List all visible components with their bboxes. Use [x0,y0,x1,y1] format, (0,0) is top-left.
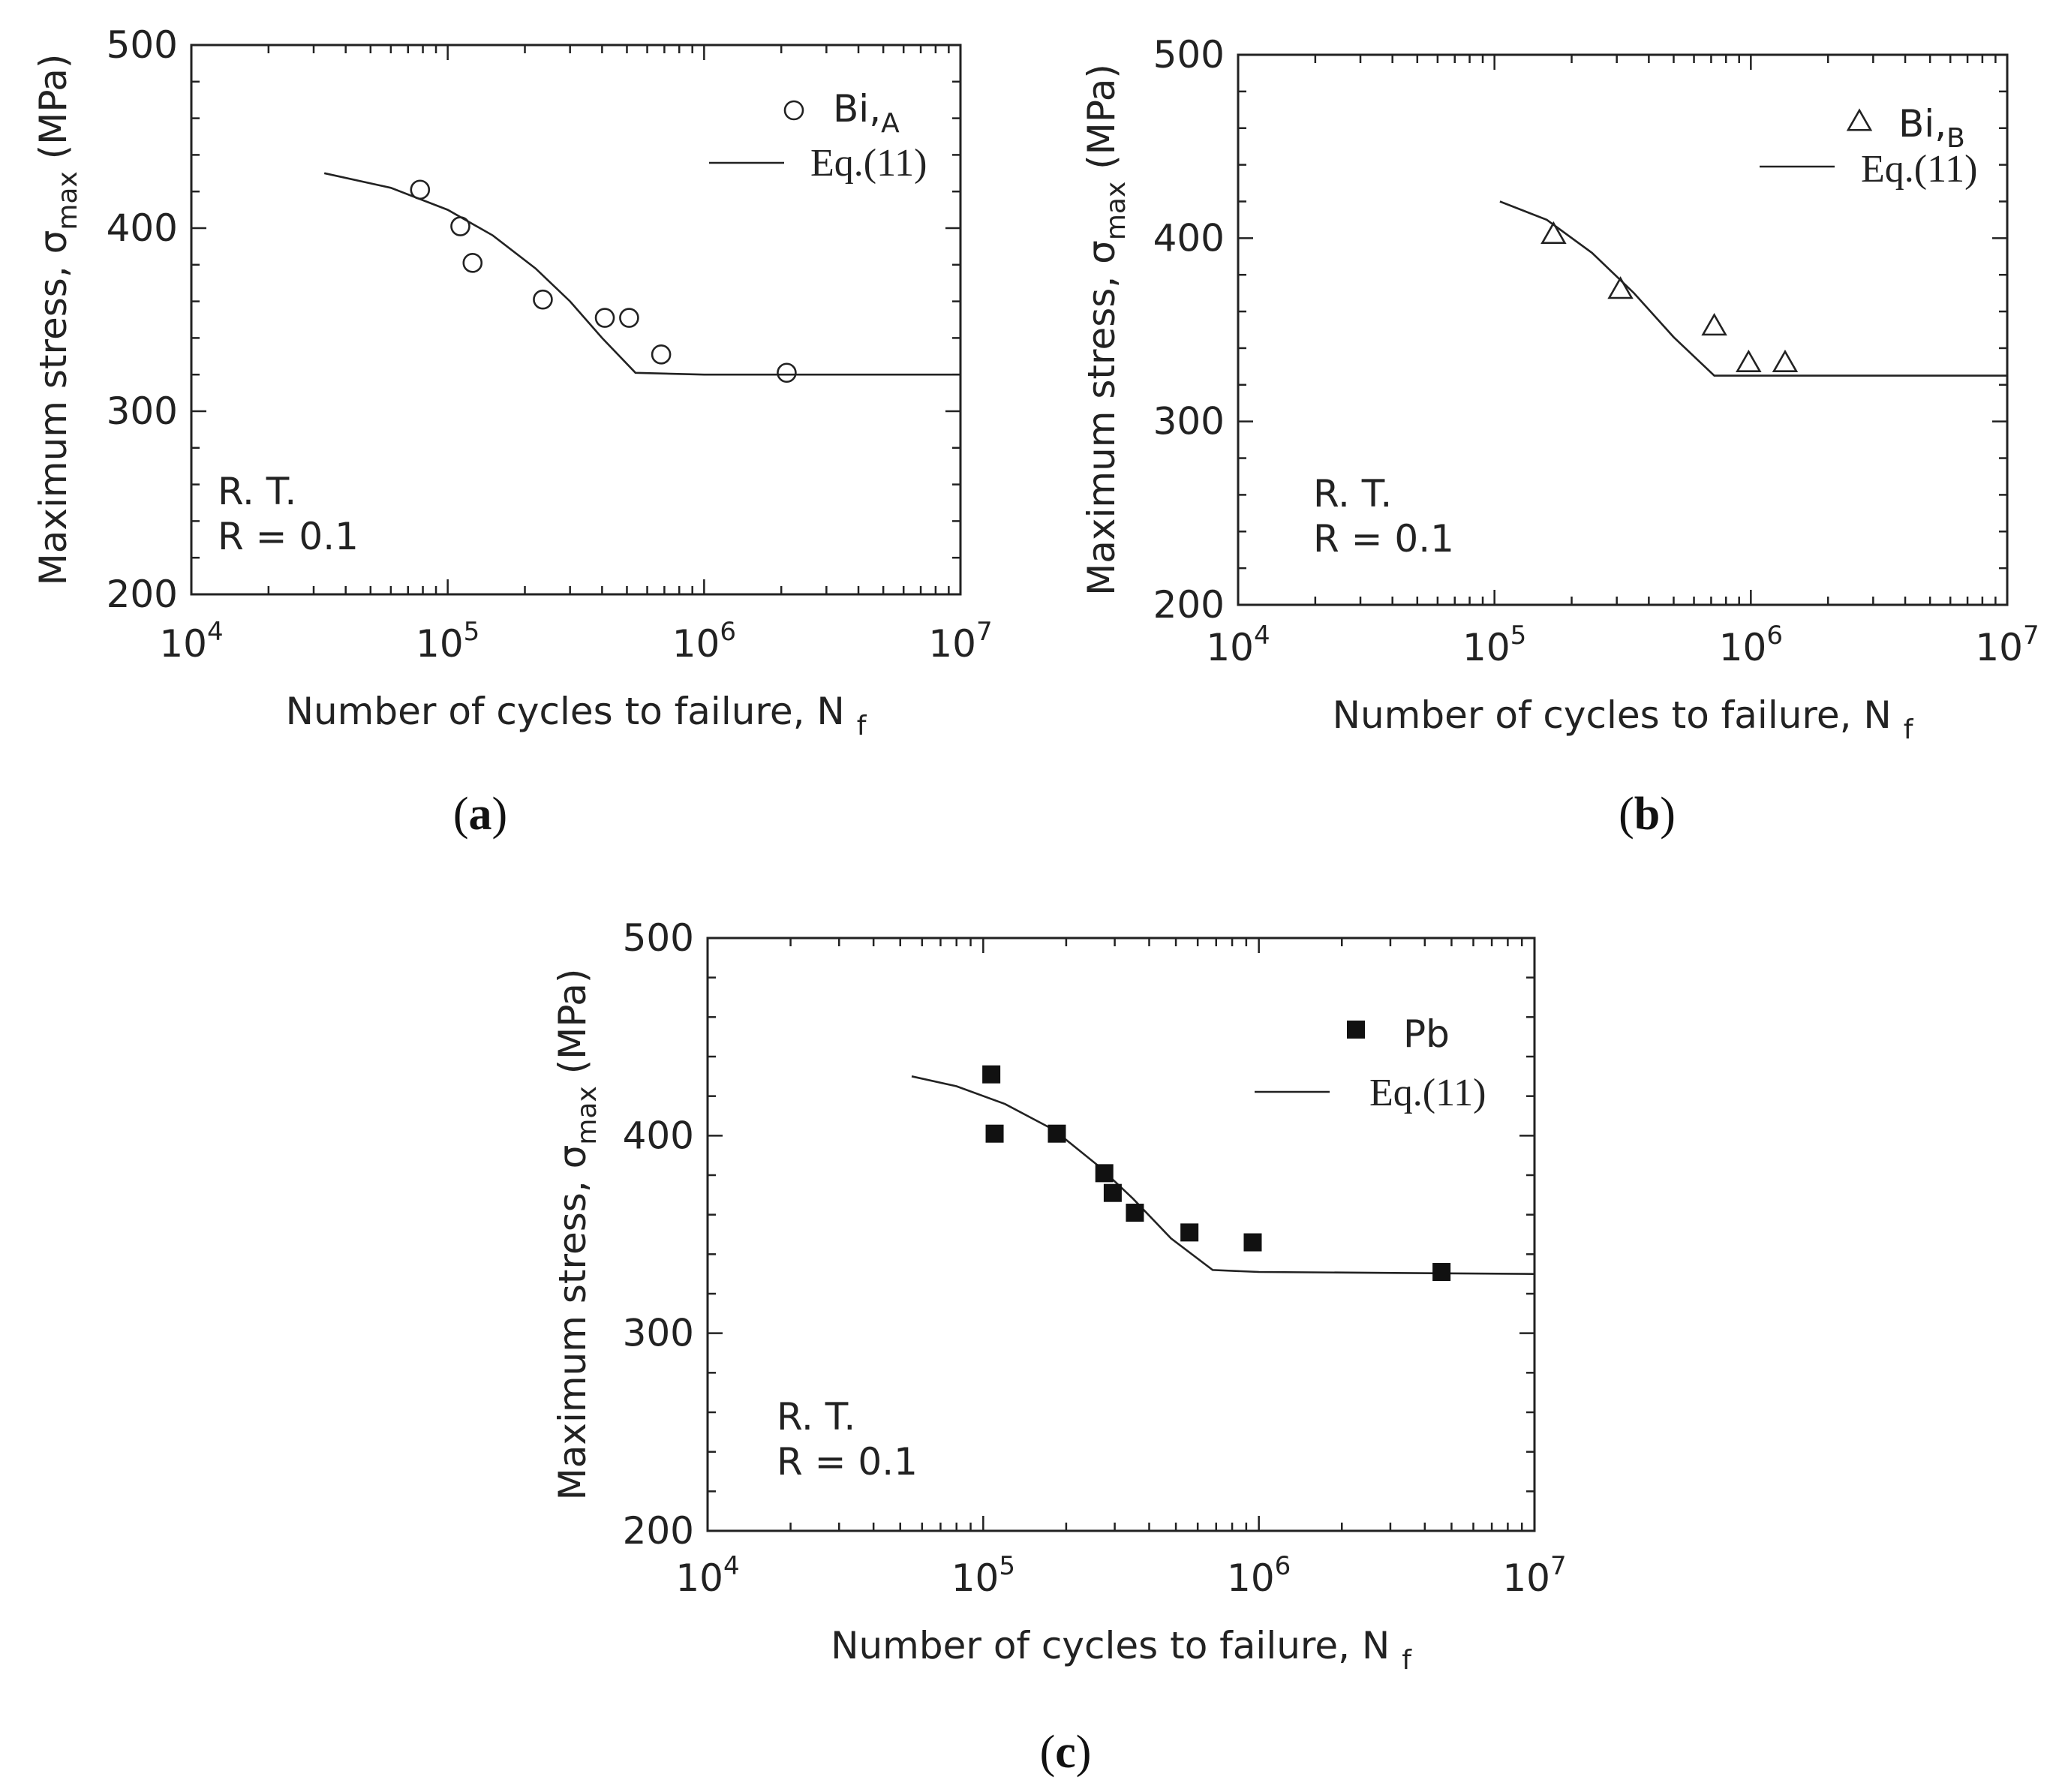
caption-c: (c) [1040,1727,1092,1778]
data-point [651,344,672,365]
caption-a: (a) [453,789,507,840]
fit-curve-eq11 [1499,200,2007,377]
data-point [1103,1183,1122,1202]
data-point [594,308,615,328]
annotation-temperature: R. T. [777,1395,855,1439]
data-point [462,253,483,273]
legend-label-data: Bi,B [1898,102,1965,154]
legend-label-data: Bi,A [833,87,900,139]
y-tick-label: 400 [623,1114,694,1157]
data-point [1540,221,1567,244]
x-tick-label: 106 [672,617,736,666]
y-axis-title: Maximum stress, σmax (MPa) [1080,64,1132,596]
fit-curve-eq11 [323,172,960,376]
data-point [777,362,797,383]
plot-area-frame [706,937,1536,1532]
y-tick-label: 200 [623,1509,694,1553]
legend-label-data: Pb [1403,1012,1450,1056]
y-tick-label: 300 [1153,400,1225,443]
annotation-temperature: R. T. [1313,472,1392,516]
chart-panel-b: 200 300 400 500 104 105 106 107 Number of cycles… [1080,33,2039,840]
x-tick-label: 107 [1502,1551,1566,1600]
data-point [1701,312,1727,336]
annotation-stress-ratio: R = 0.1 [777,1440,918,1484]
fit-curve-eq11 [911,1075,1535,1275]
x-tick-label: 105 [1462,621,1526,669]
y-axis-title: Maximum stress, σmax (MPa) [32,54,83,586]
x-tick-label: 104 [1206,621,1270,669]
data-point [1772,349,1799,373]
data-point [1126,1204,1144,1222]
data-point [1095,1164,1114,1183]
x-tick-label: 107 [928,617,992,666]
plot-area-frame [1237,53,2009,606]
x-tick-label: 104 [159,617,223,666]
y-tick-label: 300 [107,389,178,433]
legend-label-eq: Eq.(11) [1861,148,1977,191]
legend-label-eq: Eq.(11) [1369,1072,1486,1114]
y-tick-label: 300 [623,1312,694,1355]
y-axis-title: Maximum stress, σmax (MPa) [551,969,603,1501]
data-point [1243,1233,1262,1252]
legend-marker [783,100,804,121]
data-point [619,308,639,328]
x-axis-title: Number of cycles to failure, N f [831,1624,1412,1676]
caption-b: (b) [1619,789,1676,840]
y-tick-label: 400 [1153,216,1225,260]
annotation-stress-ratio: R = 0.1 [218,515,359,558]
data-point [1180,1223,1199,1242]
x-tick-label: 106 [1719,621,1783,669]
x-tick-label: 104 [675,1551,739,1600]
y-tick-label: 400 [107,206,178,250]
y-tick-label: 200 [107,573,178,616]
data-point [1607,276,1634,299]
annotation-temperature: R. T. [218,470,296,513]
chart-panel-c: 200 300 400 500 104 105 106 107 Number of cycles… [551,916,1567,1778]
x-axis-title: Number of cycles to failure, N f [1333,693,1914,745]
data-point [985,1124,1004,1143]
y-tick-label: 500 [1153,33,1225,77]
data-point [533,289,553,310]
plot-area-frame [190,44,962,596]
data-point [1432,1263,1451,1282]
data-point [1736,349,1762,373]
x-tick-label: 105 [416,617,479,666]
x-axis-title: Number of cycles to failure, N f [286,690,867,741]
data-point [982,1065,1001,1084]
data-point [450,216,470,236]
x-tick-label: 105 [951,1551,1015,1600]
chart-panel-a: 200 300 400 500 104 105 106 107 Number of cycles… [32,23,993,840]
data-point [410,179,431,200]
x-tick-label: 107 [1975,621,2039,669]
annotation-stress-ratio: R = 0.1 [1313,517,1454,561]
legend-label-eq: Eq.(11) [810,142,927,185]
x-tick-label: 106 [1227,1551,1291,1600]
legend-marker [1347,1021,1365,1039]
y-tick-label: 200 [1153,583,1225,627]
y-tick-label: 500 [623,916,694,960]
legend-marker [1846,108,1873,131]
y-tick-label: 500 [107,23,178,67]
data-point [1048,1124,1066,1143]
